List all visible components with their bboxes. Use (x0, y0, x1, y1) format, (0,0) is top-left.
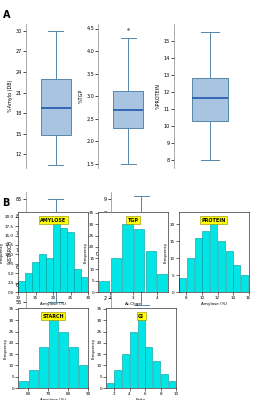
Bar (234, 265, 240, 292)
Bar (134, 229, 145, 292)
PathPatch shape (113, 91, 143, 128)
Bar (114, 370, 121, 388)
Bar (60, 228, 67, 292)
Bar (146, 347, 152, 388)
Y-axis label: %Amylo (DB): %Amylo (DB) (8, 80, 13, 112)
X-axis label: Amylose (%): Amylose (%) (40, 302, 66, 306)
Bar (99, 281, 110, 292)
Y-axis label: %PROTEIN: %PROTEIN (155, 83, 160, 109)
Bar (241, 275, 248, 292)
Bar (39, 254, 46, 292)
PathPatch shape (192, 78, 228, 122)
PathPatch shape (41, 79, 70, 135)
Y-axis label: Frequency: Frequency (3, 337, 7, 359)
Bar (19, 381, 28, 388)
Bar (146, 251, 156, 292)
Bar (130, 332, 137, 388)
X-axis label: Ac.Chge: Ac.Chge (125, 302, 142, 306)
Text: A: A (3, 10, 10, 20)
Bar (122, 354, 129, 388)
Bar (195, 238, 202, 292)
Bar (187, 258, 194, 292)
Y-axis label: Frequency: Frequency (0, 241, 3, 263)
Bar (46, 258, 53, 292)
Bar (25, 273, 32, 292)
Bar (218, 241, 225, 292)
Y-axis label: Frequency: Frequency (164, 241, 168, 263)
Bar (67, 232, 74, 292)
Bar (28, 370, 38, 388)
Text: TGP: TGP (128, 218, 139, 222)
Text: PROTEIN: PROTEIN (202, 218, 226, 222)
Text: AMYLOSE: AMYLOSE (40, 218, 66, 222)
Y-axis label: Frequency: Frequency (91, 337, 95, 359)
PathPatch shape (41, 226, 70, 262)
Text: GI: GI (138, 314, 144, 318)
Bar (39, 347, 48, 388)
Bar (138, 320, 145, 388)
Y-axis label: %STARCH: %STARCH (8, 240, 13, 264)
Bar (203, 231, 209, 292)
Text: B: B (3, 198, 10, 208)
Bar (226, 251, 233, 292)
Y-axis label: Frequency: Frequency (84, 241, 88, 263)
Bar (111, 258, 121, 292)
X-axis label: Amylose (%): Amylose (%) (40, 398, 66, 400)
Bar (210, 224, 217, 292)
Bar (74, 270, 81, 292)
Bar (49, 320, 57, 388)
Bar (122, 224, 133, 292)
Bar (18, 281, 25, 292)
Bar (78, 366, 88, 388)
Bar (161, 374, 168, 388)
Y-axis label: GI: GI (96, 249, 101, 255)
Bar (169, 381, 176, 388)
Bar (153, 361, 160, 388)
Bar (32, 262, 39, 292)
X-axis label: Amylose (%): Amylose (%) (201, 302, 227, 306)
PathPatch shape (126, 235, 156, 267)
Bar (81, 277, 88, 292)
Bar (53, 224, 60, 292)
Bar (157, 274, 168, 292)
Bar (69, 347, 78, 388)
Bar (107, 384, 113, 388)
Bar (59, 332, 68, 388)
Y-axis label: %TGP: %TGP (79, 89, 84, 103)
Text: STARCH: STARCH (42, 314, 64, 318)
X-axis label: Fatty: Fatty (136, 398, 146, 400)
Bar (179, 278, 186, 292)
